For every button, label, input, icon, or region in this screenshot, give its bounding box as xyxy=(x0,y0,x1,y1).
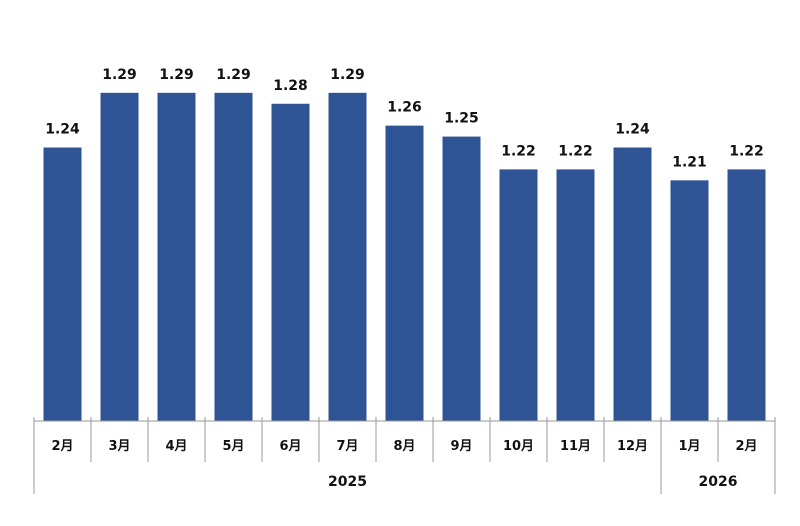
category-tick-label: 7月 xyxy=(336,439,358,454)
category-tick-label: 10月 xyxy=(503,439,534,454)
bar xyxy=(613,147,652,422)
category-axis xyxy=(33,417,776,494)
bar-value-label: 1.28 xyxy=(273,78,308,94)
year-group-label: 2026 xyxy=(699,474,738,490)
category-tick-label: 2月 xyxy=(51,439,73,454)
bar xyxy=(100,92,139,422)
year-group-label: 2025 xyxy=(328,474,367,490)
value-labels-group: 1.24 1.29 1.29 1.29 1.28 1.29 1.26 1.25 1.22 1.22… xyxy=(45,67,764,171)
bar-value-label: 1.22 xyxy=(729,143,764,159)
category-tick-label: 2月 xyxy=(735,439,757,454)
bar-value-label: 1.22 xyxy=(558,143,593,159)
bar xyxy=(499,169,538,421)
category-tick-label: 9月 xyxy=(450,439,472,454)
category-tick-label: 12月 xyxy=(617,439,648,454)
bars-group xyxy=(43,92,766,422)
category-tick-label: 1月 xyxy=(678,439,700,454)
bar-value-label: 1.29 xyxy=(159,67,194,83)
year-labels-group: 2025 2026 xyxy=(328,474,737,490)
bar xyxy=(670,180,709,421)
bar xyxy=(214,92,253,422)
bar-value-label: 1.24 xyxy=(45,122,80,138)
bar xyxy=(271,103,310,422)
category-tick-label: 3月 xyxy=(108,439,130,454)
bar-value-label: 1.29 xyxy=(330,67,365,83)
bar xyxy=(556,169,595,421)
bar-value-label: 1.29 xyxy=(216,67,251,83)
bar xyxy=(157,92,196,422)
bar-value-label: 1.29 xyxy=(102,67,137,83)
category-tick-label: 4月 xyxy=(165,439,187,454)
bar-value-label: 1.25 xyxy=(444,111,479,127)
category-tick-label: 8月 xyxy=(393,439,415,454)
bar-value-label: 1.22 xyxy=(501,143,536,159)
category-tick-label: 11月 xyxy=(560,439,591,454)
bar xyxy=(442,136,481,422)
bar xyxy=(43,147,82,422)
bar-value-label: 1.21 xyxy=(672,154,707,170)
bar xyxy=(385,125,424,422)
category-tick-label: 6月 xyxy=(279,439,301,454)
bar xyxy=(328,92,367,422)
category-tick-label: 5月 xyxy=(222,439,244,454)
bar-value-label: 1.26 xyxy=(387,100,422,116)
bar-value-label: 1.24 xyxy=(615,122,650,138)
category-labels-group: 2月 3月 4月 5月 6月 7月 8月 9月 10月 11月 12月 1月 2月 xyxy=(51,439,757,454)
bar xyxy=(727,169,766,421)
